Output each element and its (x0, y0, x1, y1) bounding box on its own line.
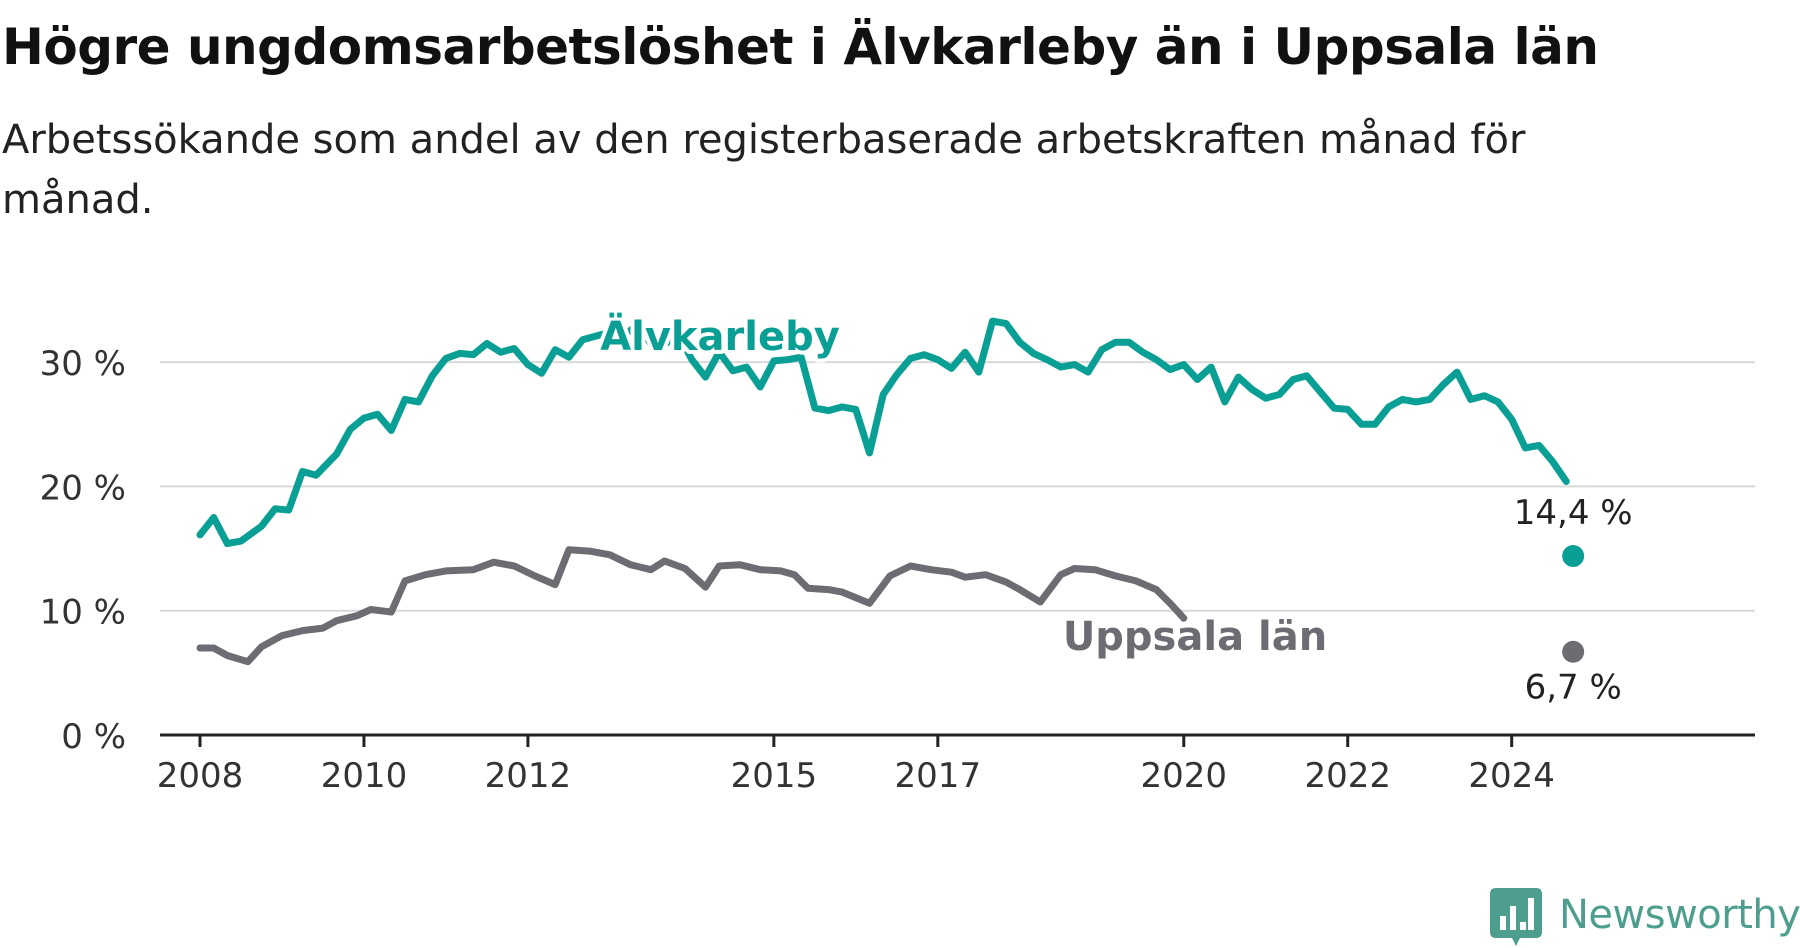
end-point-alvkarleby (1562, 545, 1585, 568)
x-tick-label: 2024 (1468, 756, 1555, 796)
x-tick-label: 2020 (1140, 756, 1227, 796)
series-line-alvkarleby (196, 317, 1570, 548)
y-tick-label: 0 % (61, 717, 126, 757)
y-tick-label: 20 % (40, 468, 126, 508)
x-tick-label: 2017 (895, 756, 982, 796)
end-label-alvkarleby: 14,4 % (1514, 493, 1633, 533)
x-tick-label: 2012 (485, 756, 572, 796)
page-title: Högre ungdomsarbetslöshet i Älvkarleby ä… (2, 18, 1599, 76)
x-tick-label: 2008 (157, 756, 244, 796)
series-labels: Älvkarleby Uppsala län 14,4 % 6,7 % (596, 308, 1635, 711)
series-label-uppsala-lan: Uppsala län (1063, 614, 1327, 660)
x-tick-label: 2022 (1304, 756, 1391, 796)
end-point-uppsala-lan (1562, 640, 1585, 663)
series-lines (196, 317, 1570, 666)
x-tick-label: 2015 (731, 756, 818, 796)
y-tick-label: 30 % (40, 344, 126, 384)
series-line-uppsala-lan (196, 546, 1188, 666)
y-axis: 0 % 10 % 20 % 30 % (40, 344, 126, 757)
newsworthy-logo-icon (1490, 888, 1542, 946)
brand-name: Newsworthy (1559, 892, 1800, 938)
y-tick-label: 10 % (40, 593, 126, 633)
newsworthy-logo: Newsworthy (1490, 888, 1800, 948)
page-subtitle: Arbetssökande som andel av den registerb… (2, 117, 1526, 223)
series-label-alvkarleby: Älvkarleby (600, 312, 840, 360)
end-label-uppsala-lan: 6,7 % (1525, 668, 1622, 708)
x-axis: 2008 2010 2012 2015 2017 2020 2022 2024 (157, 733, 1755, 796)
x-tick-label: 2010 (321, 756, 408, 796)
